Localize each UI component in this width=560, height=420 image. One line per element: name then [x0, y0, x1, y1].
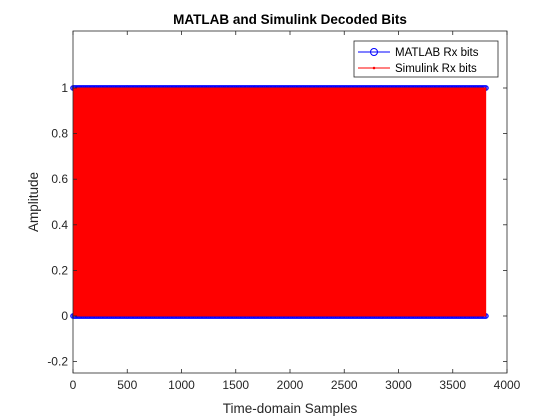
x-tick-label: 500 — [117, 378, 137, 392]
x-axis-label: Time-domain Samples — [223, 401, 358, 416]
y-tick-label: 0.6 — [51, 172, 68, 186]
y-tick-label: -0.2 — [47, 355, 68, 369]
point-marker-icon — [372, 66, 376, 70]
x-tick-label: 1500 — [222, 378, 249, 392]
y-axis-label: Amplitude — [26, 172, 41, 232]
circle-marker-icon — [370, 48, 378, 56]
y-tick-label: 0.8 — [51, 127, 68, 141]
legend: MATLAB Rx bits Simulink Rx bits — [353, 40, 499, 78]
x-tick-label: 3000 — [385, 378, 412, 392]
y-tick-label: 0.2 — [51, 263, 68, 277]
x-tick-label: 2000 — [277, 378, 304, 392]
series-simulink — [73, 87, 487, 317]
x-tick-label: 2500 — [331, 378, 358, 392]
x-tick-label: 3500 — [439, 378, 466, 392]
x-tick-label: 4000 — [494, 378, 521, 392]
x-tick-label: 1000 — [168, 378, 195, 392]
simulink-transitions-band — [73, 88, 487, 316]
y-tick-label: 0 — [61, 309, 68, 323]
ticks-layer: 0 500 1000 1500 2000 2500 3000 3500 4000-0.200.2… — [47, 31, 521, 392]
legend-label-simulink: Simulink Rx bits — [395, 63, 477, 75]
plot-layer — [70, 85, 489, 319]
chart-title: MATLAB and Simulink Decoded Bits — [173, 12, 407, 27]
x-tick-label: 0 — [70, 378, 77, 392]
legend-label-matlab: MATLAB Rx bits — [395, 47, 479, 59]
y-tick-label: 0.4 — [51, 218, 68, 232]
y-tick-label: 1 — [61, 81, 68, 95]
legend-box — [353, 40, 499, 78]
